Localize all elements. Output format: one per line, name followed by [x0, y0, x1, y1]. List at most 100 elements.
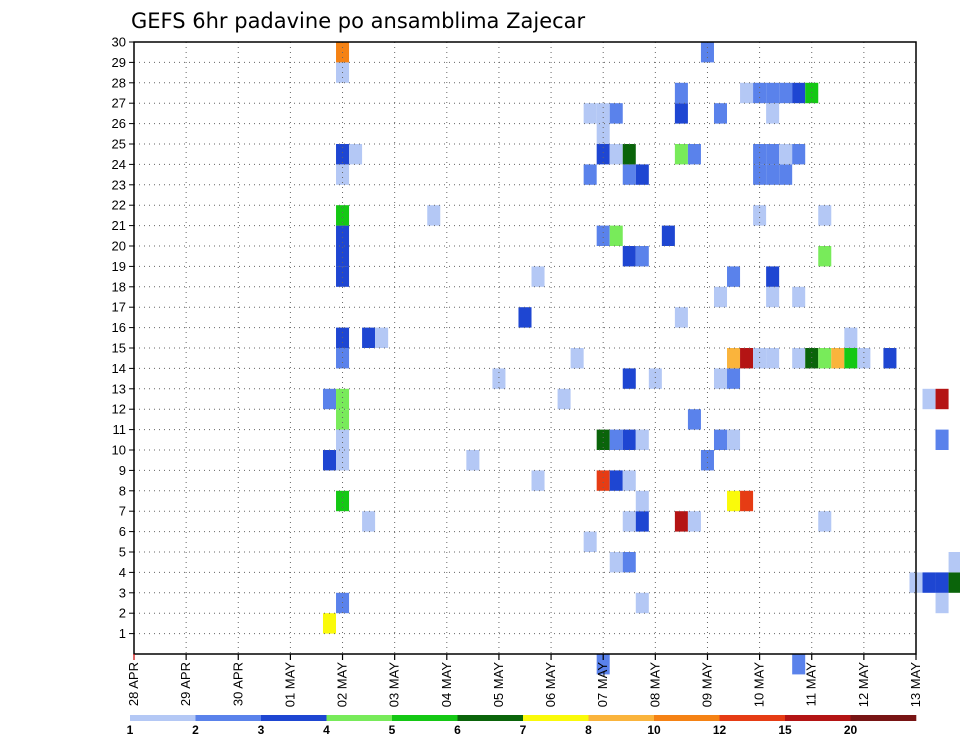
heat-cell: [727, 429, 741, 450]
y-tick-label: 27: [112, 96, 126, 111]
heat-cell: [622, 246, 636, 267]
y-tick-label: 12: [112, 402, 126, 417]
heat-cell: [740, 348, 754, 369]
y-tick-label: 8: [119, 483, 126, 498]
heat-cell: [922, 388, 936, 410]
y-tick-label: 24: [112, 157, 126, 172]
heat-cell: [674, 103, 688, 124]
colorbar-swatch: [326, 715, 393, 721]
heat-cell: [713, 103, 728, 124]
heat-cell: [622, 470, 636, 491]
heat-cell: [674, 511, 688, 532]
heat-cell: [687, 144, 701, 165]
heat-cell: [713, 429, 728, 450]
y-tick-label: 14: [112, 361, 126, 376]
heat-cell: [596, 429, 610, 450]
heat-cell: [727, 266, 741, 287]
heat-cell: [883, 348, 897, 369]
colorbar-label: 2: [192, 723, 199, 737]
heat-cell: [336, 429, 350, 450]
heat-cell: [753, 164, 767, 185]
chart-title: GEFS 6hr padavine po ansamblima Zajecar: [131, 9, 586, 33]
heat-cell: [766, 103, 780, 124]
heat-cell: [349, 144, 363, 165]
heat-cell: [596, 470, 610, 491]
y-tick-label: 26: [112, 116, 126, 131]
heat-cell: [622, 164, 636, 185]
heat-cell: [713, 368, 728, 389]
heat-cell: [857, 348, 871, 369]
y-tick-label: 13: [112, 381, 126, 396]
heat-cell: [622, 144, 636, 165]
heat-cell: [740, 82, 754, 104]
colorbar-swatch: [785, 715, 851, 721]
heat-cell: [622, 368, 636, 389]
heat-cell: [336, 388, 350, 410]
y-tick-label: 28: [112, 75, 126, 90]
heat-cell: [635, 429, 649, 450]
heat-cell: [766, 348, 780, 369]
heat-cell: [766, 164, 780, 185]
heat-cell: [753, 144, 767, 165]
heat-cell: [792, 144, 806, 165]
heat-cell: [336, 490, 350, 512]
heat-cell: [583, 164, 597, 185]
heat-cell: [336, 409, 350, 430]
heat-cell: [557, 388, 571, 410]
x-tick-label: 11 MAY: [804, 662, 819, 707]
colorbar-label: 10: [647, 723, 661, 737]
colorbar: 1 2 3 4 5 6 7 8 10 12 15 20: [127, 715, 917, 737]
heat-cell: [935, 429, 949, 450]
heat-cell: [609, 552, 623, 573]
heat-cell: [635, 490, 649, 512]
heat-cell: [792, 654, 806, 675]
heat-cell: [609, 470, 623, 491]
colorbar-swatch: [654, 715, 720, 721]
heat-cell: [766, 286, 780, 308]
x-tick-label: 13 MAY: [908, 662, 923, 708]
colorbar-label: 3: [258, 723, 265, 737]
y-tick-label: 18: [112, 279, 126, 294]
heat-cell: [518, 307, 532, 328]
colorbar-swatch: [261, 715, 327, 721]
heat-cell: [362, 511, 376, 532]
heat-cell: [336, 164, 350, 185]
x-tick-label: 06 MAY: [543, 662, 558, 708]
grid-layer: [134, 41, 916, 654]
colorbar-swatch: [719, 715, 786, 721]
heat-cell: [336, 225, 350, 246]
y-tick-label: 4: [119, 565, 126, 580]
heat-cell: [622, 429, 636, 450]
heat-cell: [635, 164, 649, 185]
y-tick-label: 15: [112, 341, 126, 356]
heat-cell: [531, 266, 545, 287]
heat-cell: [622, 511, 636, 532]
heat-cell: [818, 246, 832, 267]
heat-cell: [336, 246, 350, 267]
colorbar-label: 15: [778, 723, 792, 737]
heat-cell: [635, 511, 649, 532]
y-tick-label: 17: [112, 300, 126, 315]
colorbar-label: 7: [520, 723, 527, 737]
heat-cell: [427, 205, 441, 226]
colorbar-label: 1: [127, 723, 134, 737]
heat-cell: [792, 82, 806, 104]
heat-cell: [531, 470, 545, 491]
colorbar-swatch: [392, 715, 458, 721]
heat-cell: [674, 144, 688, 165]
y-tick-label: 22: [112, 198, 126, 213]
x-tick-label: 30 APR: [230, 662, 245, 706]
heat-cell: [792, 348, 806, 369]
heat-cell: [322, 450, 337, 471]
y-tick-label: 1: [119, 626, 126, 641]
heat-cell: [596, 103, 610, 124]
heat-cell: [609, 429, 623, 450]
y-tick-label: 3: [119, 585, 126, 600]
heat-cell: [766, 266, 780, 287]
heat-cell: [831, 348, 845, 369]
heat-cell: [700, 450, 714, 471]
heat-cell: [336, 266, 350, 287]
heat-cell: [727, 368, 741, 389]
colorbar-label: 6: [454, 723, 461, 737]
colorbar-swatch: [457, 715, 524, 721]
